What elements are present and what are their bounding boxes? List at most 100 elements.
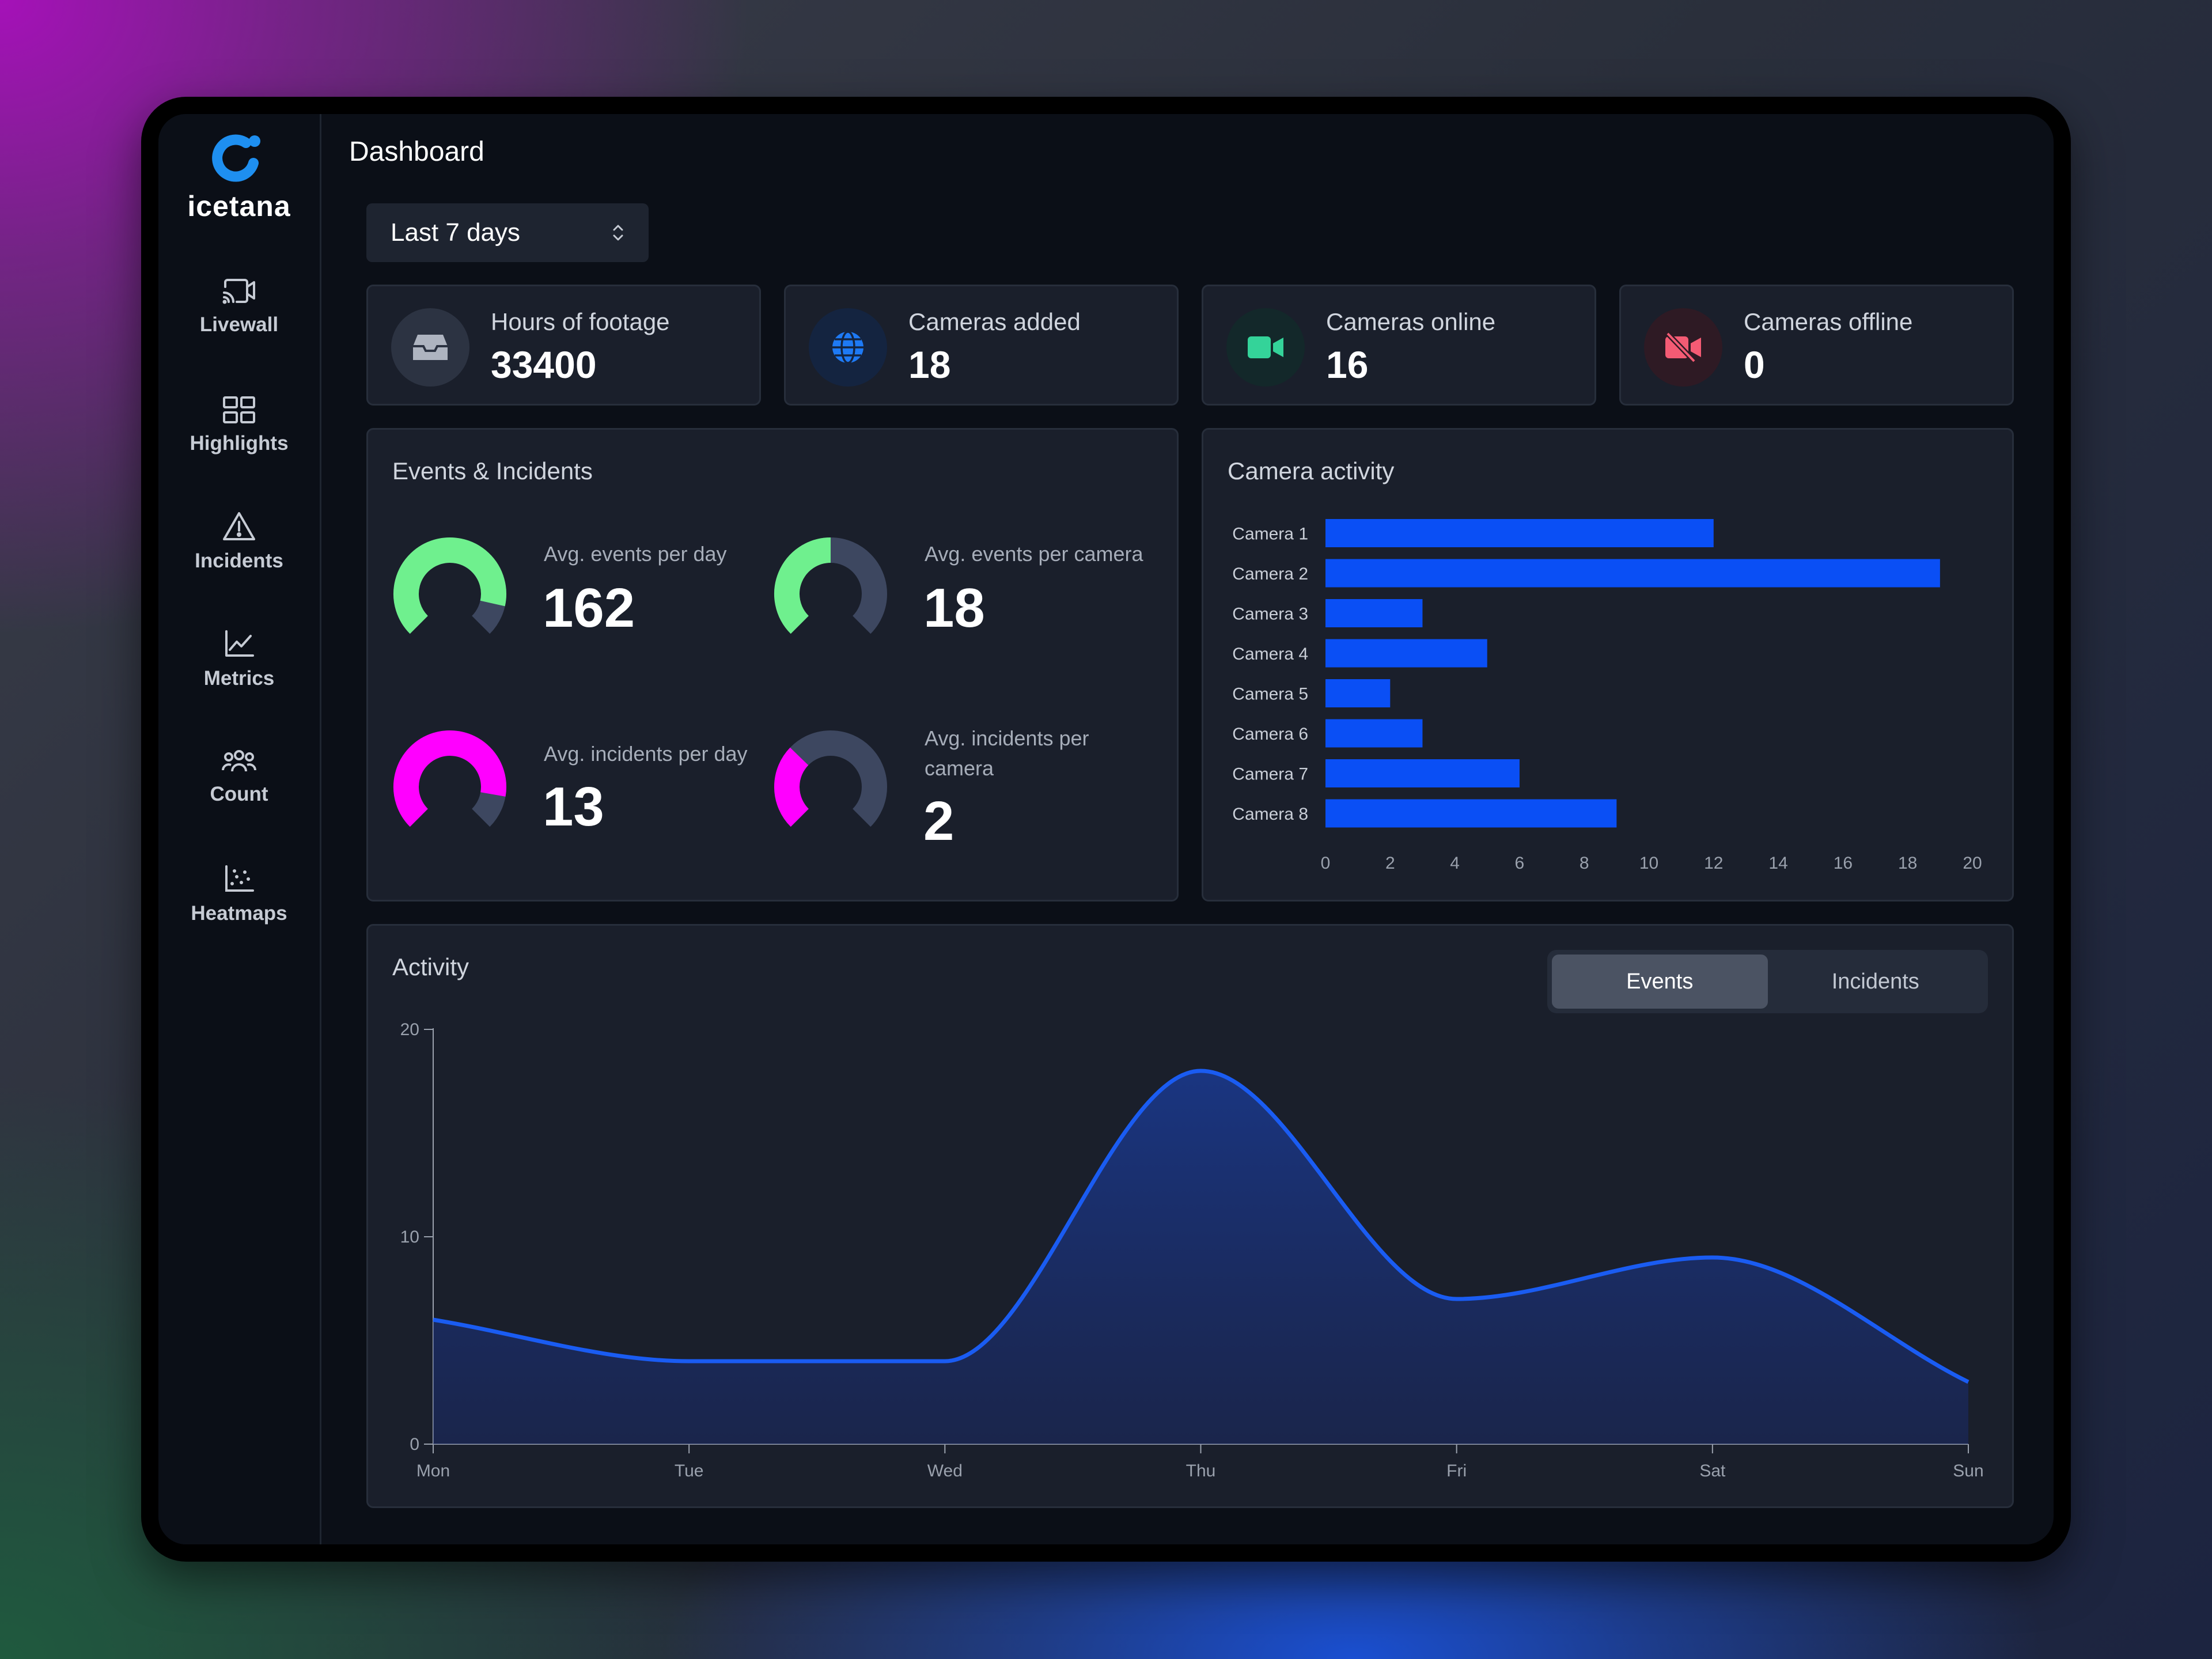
data-point[interactable] [1710,1255,1715,1260]
x-tick-label: Sun [1953,1461,1983,1480]
gauge-events-per-day [393,537,506,634]
gauge-value: 18 [923,577,985,639]
stat-card-cameras-added: Cameras added 18 [784,285,1179,406]
sidebar: icetana Livewall Highlights Incidents [158,114,321,1544]
sidebar-item-label: Count [210,783,268,805]
stat-label: Hours of footage [491,308,670,335]
line-chart-icon [225,630,254,657]
y-tick-label: 20 [400,1020,419,1039]
stat-value: 16 [1326,343,1369,386]
bar[interactable] [1325,639,1487,668]
data-point[interactable] [431,1317,435,1322]
bar[interactable] [1325,559,1940,588]
area-fill [433,1071,1968,1444]
stat-value: 0 [1744,343,1765,386]
cast-video-icon [222,279,255,304]
sidebar-item-heatmaps[interactable]: Heatmaps [158,863,320,925]
gauge-label: Avg. incidents per camera [925,726,1089,780]
activity-toggle: Events Incidents [1547,950,1988,1013]
globe-icon [809,308,887,387]
camera-activity-chart: Camera 1 Camera 2 Camera 3 Camera 4 Camera 5… [1232,519,1982,873]
sidebar-item-livewall[interactable]: Livewall [158,276,320,336]
stat-label: Cameras online [1326,308,1496,335]
main-content: Dashboard Last 7 days Hours of footage [321,114,2054,1544]
x-tick-label: 8 [1580,854,1589,873]
video-off-icon [1644,308,1722,387]
data-point[interactable] [942,1359,947,1363]
x-tick-label: 16 [1834,854,1853,873]
sidebar-item-label: Highlights [190,432,289,454]
gauge-incidents-per-camera [774,730,887,827]
activity-chart: 0 10 20 Mon Tue Wed Thu Fri Sat Sun [400,1020,1984,1480]
bar[interactable] [1325,519,1714,547]
series-line[interactable] [433,1069,1969,1384]
time-range-select[interactable]: Last 7 days [366,203,649,262]
logo-icon [212,134,260,182]
time-range-value: Last 7 days [391,218,521,247]
scatter-icon [225,865,254,892]
chevron-up-down-icon [613,225,623,241]
x-tick-label: 2 [1385,854,1395,873]
bar[interactable] [1325,719,1423,748]
bar-category-label: Camera 1 [1232,525,1308,544]
sidebar-item-label: Metrics [203,667,275,690]
y-tick-label: 10 [400,1228,419,1247]
bar[interactable] [1325,759,1520,787]
bar[interactable] [1325,599,1423,627]
gauge-value: 2 [923,790,955,852]
bar[interactable] [1325,679,1391,707]
sidebar-item-label: Livewall [199,313,279,336]
x-tick-label: Sat [1699,1461,1726,1480]
video-camera-icon [1226,308,1305,387]
stat-label: Cameras offline [1744,308,1913,335]
gauge-value: 13 [543,776,604,838]
bar-category-label: Camera 6 [1232,725,1308,744]
bar-category-label: Camera 4 [1232,645,1308,664]
data-point[interactable] [1966,1380,1971,1384]
bar[interactable] [1325,799,1617,828]
logo[interactable]: icetana [158,128,320,223]
card-title: Camera activity [1228,457,1395,484]
grid-icon [223,396,255,423]
warning-icon [223,512,255,540]
data-point[interactable] [1455,1297,1459,1301]
stat-value: 33400 [491,343,597,386]
x-tick-label: Thu [1186,1461,1216,1480]
gauge-events-per-camera [774,537,887,634]
bar-category-label: Camera 7 [1232,765,1308,784]
gauge-label: Avg. events per camera [925,542,1143,566]
x-tick-label: Fri [1446,1461,1467,1480]
bar-category-label: Camera 8 [1232,805,1308,824]
sidebar-item-metrics[interactable]: Metrics [158,628,320,690]
tab-incidents[interactable]: Incidents [1831,969,1919,994]
x-tick-label: 12 [1704,854,1723,873]
card-title: Activity [392,953,469,980]
page-title: Dashboard [349,137,484,167]
x-tick-label: 18 [1898,854,1917,873]
gauge-label: Avg. events per day [544,542,727,566]
stat-card-hours-footage: Hours of footage 33400 [366,285,761,406]
app-screen: icetana Livewall Highlights Incidents [158,114,2054,1544]
device-frame: icetana Livewall Highlights Incidents [141,97,2071,1562]
x-tick-label: 6 [1515,854,1525,873]
activity-card: Activity Events Incidents 0 10 20 Mon Tue Wed… [366,924,2014,1508]
logo-text: icetana [187,190,291,222]
x-tick-label: 20 [1963,854,1982,873]
tab-events[interactable]: Events [1552,955,1768,1009]
sidebar-item-label: Heatmaps [191,902,287,925]
stat-card-cameras-offline: Cameras offline 0 [1619,285,2014,406]
sidebar-item-count[interactable]: Count [158,746,320,806]
data-point[interactable] [1199,1069,1203,1073]
sidebar-item-highlights[interactable]: Highlights [158,395,320,455]
gauge-incidents-per-day [393,730,506,827]
stat-value: 18 [908,343,951,386]
card-title: Events & Incidents [392,457,593,484]
data-point[interactable] [687,1359,691,1363]
gauge-value: 162 [543,577,635,639]
camera-activity-card: Camera activity Camera 1 Camera 2 Camera 3… [1202,428,2014,902]
bar-category-label: Camera 2 [1232,565,1308,584]
x-tick-label: 0 [1321,854,1331,873]
sidebar-item-incidents[interactable]: Incidents [158,510,320,573]
people-icon [222,750,256,772]
gauge-label: Avg. incidents per day [544,742,748,766]
